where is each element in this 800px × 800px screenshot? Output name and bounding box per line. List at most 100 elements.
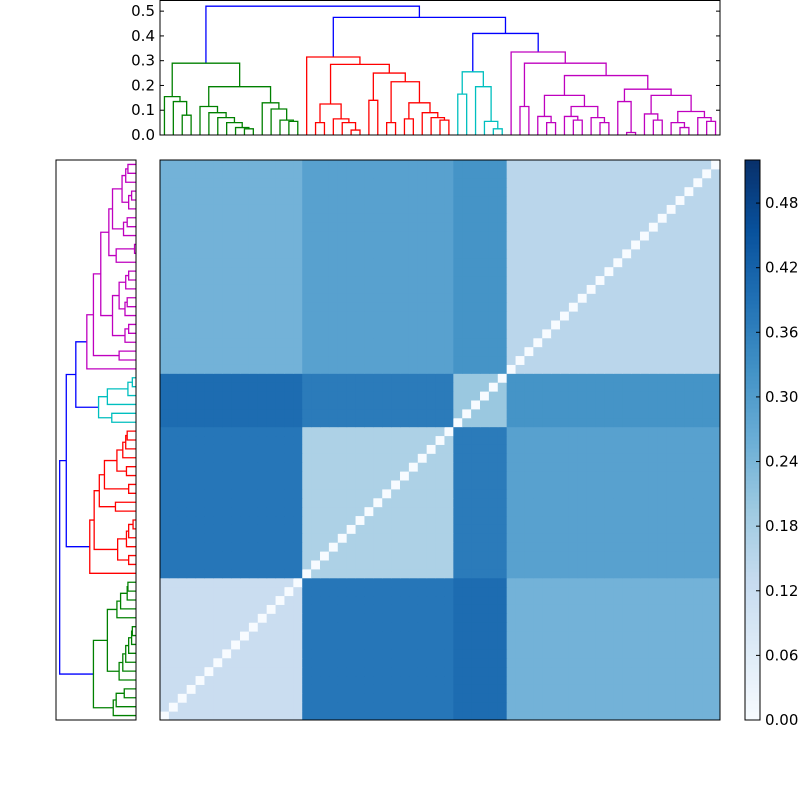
heatmap-cell [275, 186, 285, 197]
heatmap-cell [604, 560, 614, 570]
heatmap-cell [684, 195, 694, 205]
heatmap-cell [373, 160, 383, 170]
heatmap-cell [435, 266, 445, 277]
heatmap-cell [586, 471, 597, 481]
heatmap-cell [222, 417, 232, 428]
dendrogram-link [117, 538, 129, 561]
heatmap-cell [195, 560, 205, 570]
heatmap-cell [408, 506, 419, 517]
heatmap-cell [248, 257, 259, 268]
heatmap-cell [320, 675, 330, 685]
heatmap-cell [346, 364, 357, 374]
heatmap-cell [426, 346, 437, 357]
heatmap-cell [364, 675, 374, 685]
heatmap-cell [648, 524, 659, 534]
heatmap-cell [533, 480, 543, 490]
heatmap-cell [160, 248, 170, 259]
heatmap-cell [524, 382, 534, 392]
heatmap-cell [551, 391, 561, 401]
heatmap-cell [195, 160, 205, 170]
heatmap-cell [257, 542, 268, 552]
heatmap-cell [622, 391, 632, 401]
heatmap-cell [195, 204, 205, 214]
heatmap-cell [257, 240, 268, 250]
heatmap-cell [462, 177, 472, 188]
heatmap-cell [657, 275, 668, 285]
heatmap-cell [453, 480, 463, 490]
heatmap-cell [693, 204, 703, 214]
heatmap-cell [266, 693, 277, 703]
heatmap-cell [328, 684, 339, 694]
dendrogram-link [341, 121, 357, 135]
heatmap-cell [568, 640, 579, 650]
heatmap-cell [417, 497, 428, 508]
colorbar-segment [745, 580, 760, 585]
heatmap-cell [568, 657, 579, 668]
heatmap-cell [320, 400, 330, 410]
heatmap-cell [426, 702, 437, 712]
heatmap-cell [497, 462, 508, 472]
heatmap-cell [328, 426, 339, 437]
heatmap-cell [675, 204, 685, 214]
heatmap-cell [702, 426, 712, 437]
heatmap-cell [702, 284, 712, 294]
heatmap-cell [595, 551, 605, 561]
heatmap-cell [240, 542, 250, 552]
heatmap-cell [293, 213, 303, 223]
heatmap-cell [168, 533, 179, 543]
heatmap-cell [577, 444, 588, 454]
heatmap-cell [453, 711, 463, 721]
heatmap-cell [435, 693, 445, 703]
heatmap-cell [711, 435, 721, 445]
heatmap-cell [408, 293, 419, 303]
heatmap-cell [471, 515, 481, 525]
heatmap-cell [400, 426, 410, 437]
heatmap-cell [613, 204, 623, 214]
heatmap-cell [284, 373, 294, 383]
heatmap-cell [702, 693, 712, 703]
dendrogram-link [623, 88, 672, 102]
heatmap-cell [640, 533, 650, 543]
heatmap-cell [168, 204, 179, 214]
heatmap-cell [595, 213, 605, 223]
heatmap-cell [497, 417, 508, 428]
heatmap-cell [417, 604, 428, 614]
heatmap-cell [577, 293, 588, 303]
heatmap-cell [453, 675, 463, 685]
colorbar-segment [745, 320, 760, 325]
heatmap-cell [417, 675, 428, 685]
heatmap-cell [302, 640, 312, 650]
heatmap-cell [417, 426, 428, 437]
heatmap-cell [542, 275, 552, 285]
heatmap-cell [640, 186, 650, 197]
heatmap-cell [355, 462, 365, 472]
heatmap-cell [275, 577, 285, 588]
dendrogram-link [100, 231, 113, 317]
heatmap-cell [542, 177, 552, 188]
heatmap-cell [488, 266, 499, 277]
heatmap-cell [595, 453, 605, 463]
heatmap-cell [577, 666, 588, 677]
heatmap-cell [657, 248, 668, 259]
heatmap-cell [275, 346, 285, 357]
heatmap-cell [657, 684, 668, 694]
heatmap-cell [195, 364, 205, 374]
heatmap-cell [328, 222, 339, 232]
heatmap-cell [666, 328, 677, 339]
heatmap-cell [364, 213, 374, 223]
heatmap-cell [337, 595, 348, 605]
heatmap-cell [311, 266, 321, 277]
heatmap-cell [417, 311, 428, 321]
heatmap-cell [328, 337, 339, 348]
heatmap-cell [160, 257, 170, 268]
heatmap-cell [382, 586, 392, 597]
heatmap-cell [426, 693, 437, 703]
heatmap-cell [160, 533, 170, 543]
heatmap-cell [515, 702, 525, 712]
heatmap-cell [586, 337, 597, 348]
heatmap-cell [222, 435, 232, 445]
heatmap-cell [391, 568, 401, 579]
heatmap-cell [248, 675, 259, 685]
heatmap-cell [657, 693, 668, 703]
colorbar-segment [745, 664, 760, 669]
